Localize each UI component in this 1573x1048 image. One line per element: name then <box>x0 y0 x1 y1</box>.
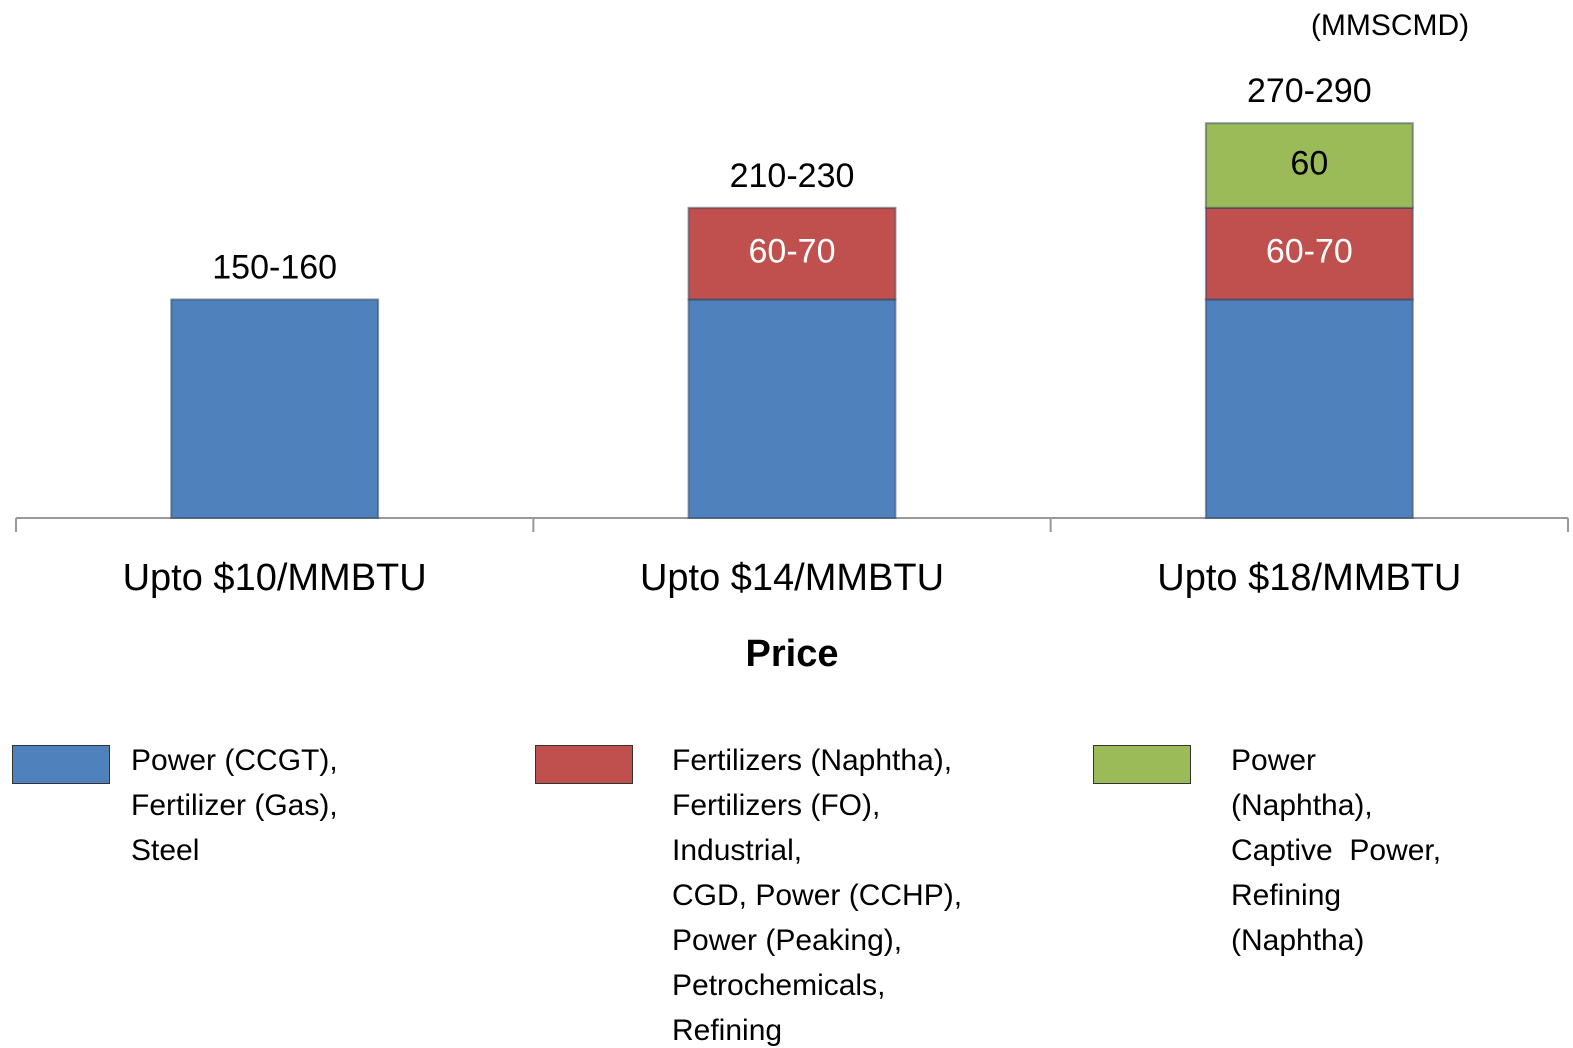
total-label: 150-160 <box>212 248 337 286</box>
bar-segment <box>1204 122 1414 209</box>
legend-label: Fertilizers (Naphtha), Fertilizers (FO),… <box>672 744 963 1047</box>
bar-segment <box>170 298 380 520</box>
bar-segment <box>687 298 897 520</box>
legend-swatch <box>535 745 633 784</box>
x-axis-label: Price <box>746 633 839 675</box>
legend-swatch <box>1093 745 1191 784</box>
x-tick-label: Upto $18/MMBTU <box>1157 557 1461 599</box>
legend-swatch <box>12 745 110 784</box>
legend-label: Power (CCGT), Fertilizer (Gas), Steel <box>131 744 338 867</box>
legend-label: Power (Naphtha), Captive Power, Refining… <box>1231 744 1442 957</box>
total-label: 270-290 <box>1247 72 1372 110</box>
x-tick-label: Upto $10/MMBTU <box>123 557 427 599</box>
value-label: 60-70 <box>749 233 836 271</box>
bar-segment <box>687 206 897 301</box>
value-label: 60 <box>1290 144 1328 182</box>
x-tick-label: Upto $14/MMBTU <box>640 557 944 599</box>
unit-label: (MMSCMD) <box>1311 9 1469 42</box>
bar-segment <box>1204 206 1414 301</box>
total-label: 210-230 <box>730 157 855 195</box>
value-label: 60-70 <box>1266 233 1353 271</box>
bar-segment <box>1204 298 1414 520</box>
